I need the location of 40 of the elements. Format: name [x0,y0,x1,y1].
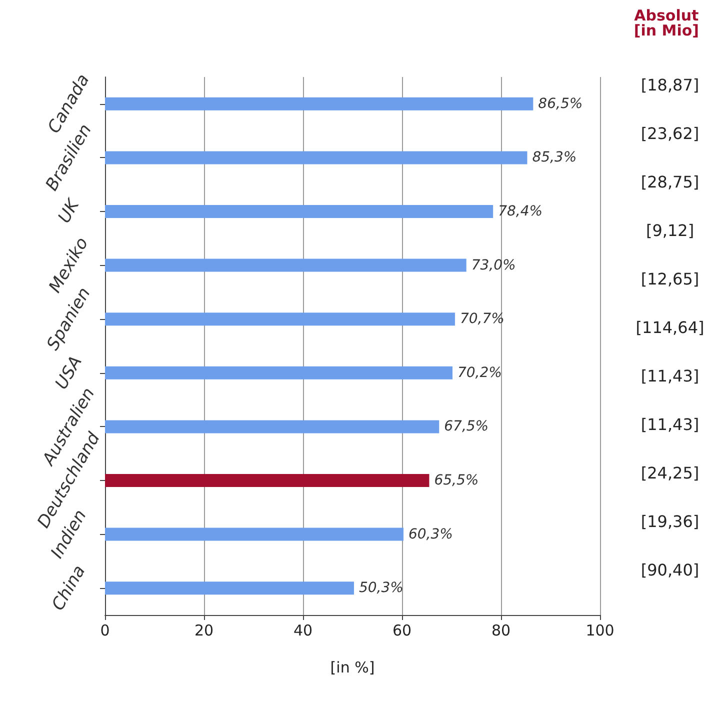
y-tick-label: UK [54,194,84,227]
bar [105,420,440,434]
data-label: 60,3% [408,526,453,542]
x-tick-label: 80 [491,622,511,640]
data-label: 73,0% [471,257,516,274]
text: [23,62] [640,124,700,143]
data-label: 70,2% [457,364,502,381]
text: [18,87] [640,76,700,94]
bar [105,205,494,218]
text: [28,75] [640,172,700,192]
text: [9,12] [646,221,694,240]
x-axis-title: [in %] [330,658,375,676]
bar [105,312,455,326]
bar [105,258,466,272]
data-label: 86,5% [538,96,583,112]
bar [105,474,430,487]
bar [105,582,354,595]
bar [105,151,528,164]
bar [105,97,534,110]
data-label: 65,5% [434,472,479,488]
text: [12,65] [640,270,700,288]
data-label: 70,7% [460,311,504,328]
text: [19,36] [640,512,700,531]
x-tick-label: 60 [392,622,412,640]
text: [11,43] [640,366,700,386]
data-label: 85,3% [532,150,577,166]
bar [105,366,452,380]
x-tick-label: 20 [194,622,214,640]
text: [11,43] [640,415,700,434]
x-tick-label: 0 [100,622,110,640]
data-label: 78,4% [498,204,543,220]
x-tick-label: 40 [293,622,313,640]
y2-axis-title: Absolut [in Mio] [634,6,700,40]
bar [105,528,404,541]
data-label: 67,5% [444,418,489,435]
text: [114,64] [636,318,704,337]
text: [90,40] [640,560,700,580]
text: [24,25] [640,464,700,482]
data-label: 50,3% [358,580,404,596]
x-tick-label: 100 [586,622,614,640]
